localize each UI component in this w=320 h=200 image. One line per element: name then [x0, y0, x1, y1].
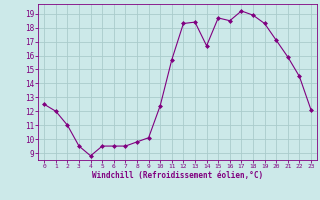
X-axis label: Windchill (Refroidissement éolien,°C): Windchill (Refroidissement éolien,°C)	[92, 171, 263, 180]
